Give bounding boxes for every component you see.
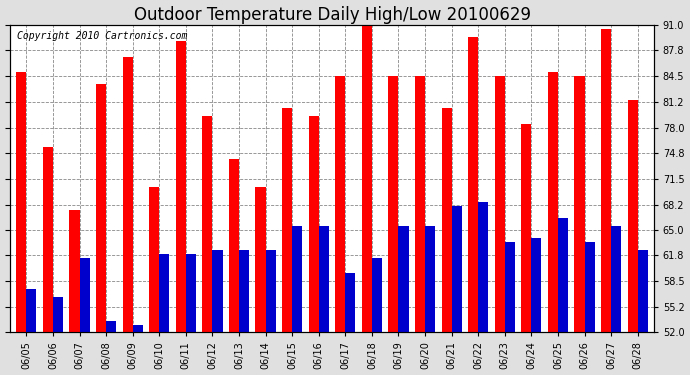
Bar [558, 218, 568, 332]
Bar [425, 226, 435, 332]
Bar [362, 17, 372, 332]
Bar [53, 297, 63, 332]
Bar [531, 238, 542, 332]
Title: Outdoor Temperature Daily High/Low 20100629: Outdoor Temperature Daily High/Low 20100… [134, 6, 531, 24]
Bar [239, 250, 249, 332]
Bar [43, 147, 53, 332]
Bar [638, 250, 648, 332]
Bar [548, 72, 558, 332]
Bar [26, 289, 37, 332]
Bar [452, 206, 462, 332]
Bar [186, 254, 196, 332]
Bar [123, 57, 132, 332]
Bar [79, 258, 90, 332]
Bar [442, 108, 452, 332]
Bar [575, 76, 584, 332]
Bar [468, 37, 478, 332]
Bar [478, 202, 489, 332]
Bar [292, 226, 302, 332]
Bar [255, 187, 266, 332]
Bar [522, 124, 531, 332]
Bar [70, 210, 79, 332]
Bar [132, 324, 143, 332]
Bar [308, 116, 319, 332]
Bar [415, 76, 425, 332]
Bar [345, 273, 355, 332]
Bar [213, 250, 223, 332]
Bar [319, 226, 329, 332]
Bar [106, 321, 116, 332]
Bar [505, 242, 515, 332]
Bar [495, 76, 505, 332]
Bar [149, 187, 159, 332]
Bar [282, 108, 292, 332]
Bar [17, 72, 26, 332]
Bar [202, 116, 213, 332]
Bar [159, 254, 169, 332]
Bar [584, 242, 595, 332]
Bar [335, 76, 345, 332]
Bar [628, 100, 638, 332]
Bar [611, 226, 621, 332]
Bar [399, 226, 408, 332]
Bar [388, 76, 399, 332]
Bar [266, 250, 276, 332]
Text: Copyright 2010 Cartronics.com: Copyright 2010 Cartronics.com [17, 31, 187, 41]
Bar [176, 41, 186, 332]
Bar [229, 159, 239, 332]
Bar [96, 84, 106, 332]
Bar [372, 258, 382, 332]
Bar [601, 29, 611, 332]
